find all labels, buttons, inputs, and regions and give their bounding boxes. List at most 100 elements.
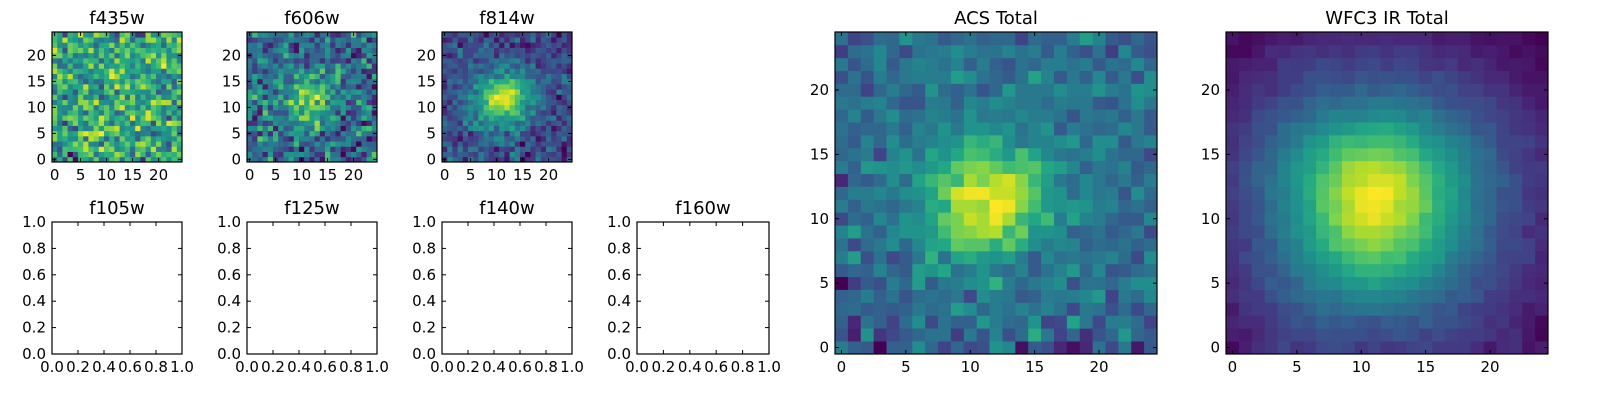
heatmap-cell [1341,44,1356,59]
heatmap-cell [1470,250,1484,265]
heatmap-cell [278,146,284,152]
heatmap-cell [1470,70,1484,84]
heatmap-cell [140,99,146,106]
heatmap-cell [72,32,79,38]
heatmap-cell [52,58,58,64]
heatmap-cell [119,78,126,85]
heatmap-cell [156,130,162,137]
heatmap-cell [452,104,458,111]
heatmap-cell [1367,341,1381,355]
heatmap-cell [1316,328,1330,342]
heatmap-cell [104,78,110,85]
heatmap-cell [319,130,326,137]
heatmap-cell [119,125,126,132]
heatmap-cell [171,42,178,48]
heatmap-cell [473,37,479,43]
heatmap-cell [88,63,94,69]
heatmap-cell [535,42,542,48]
heatmap-cell [478,146,484,152]
heatmap-cell [140,136,146,142]
heatmap-cell [1354,276,1369,290]
heatmap-cell [176,58,183,64]
heatmap-cell [1015,302,1029,316]
heatmap-cell [514,58,521,64]
heatmap-cell [78,68,84,74]
heatmap-cell [1380,173,1394,187]
heatmap-cell [1406,109,1420,123]
heatmap-cell [847,276,862,290]
heatmap-cell [62,99,68,106]
heatmap-cell [1444,57,1459,71]
heatmap-cell [299,78,305,85]
heatmap-cell [566,120,573,126]
heatmap-cell [546,89,552,95]
heatmap-cell [1015,250,1029,265]
heatmap-cell [504,146,510,152]
heatmap-cell [57,141,63,147]
heatmap-cell [473,68,479,74]
heatmap-cell [1380,186,1394,200]
heatmap-cell [57,37,63,43]
heatmap-cell [88,68,94,74]
heatmap-cell [525,32,531,38]
heatmap-cell [1238,186,1253,200]
heatmap-cell [1264,199,1278,213]
heatmap-cell [104,94,110,100]
heatmap-cell [52,37,58,43]
heatmap-cell [483,104,490,111]
heatmap-cell [267,58,274,64]
heatmap-cell [1406,147,1420,162]
heatmap-cell [1380,160,1394,175]
heatmap-cell [171,125,178,132]
heatmap-cell [504,63,510,69]
heatmap-cell [1015,289,1029,303]
heatmap-cell [873,96,887,110]
heatmap-cell [950,44,965,59]
heatmap-cell [83,146,89,152]
heatmap-cell [145,151,152,158]
heatmap-cell [267,115,274,121]
heatmap-cell [145,89,152,95]
heatmap-cell [561,73,568,80]
heatmap-cell [1316,225,1330,239]
heatmap-cell [938,109,952,123]
heatmap-cell [1354,135,1369,149]
heatmap-cell [1066,109,1081,123]
heatmap-cell [340,84,347,90]
heatmap-cell [247,58,253,64]
heatmap-cell [468,63,474,69]
heatmap-cell [1251,160,1265,175]
heatmap-cell [83,78,89,85]
heatmap-cell [1432,96,1446,110]
heatmap-cell [145,99,152,106]
heatmap-cell [109,47,115,54]
heatmap-cell [252,146,258,152]
heatmap-cell [267,37,274,43]
y-tick-label: 0 [426,150,436,168]
heatmap-cell [299,120,305,126]
heatmap-cell [1131,32,1145,46]
heatmap-cell [366,84,373,90]
heatmap-cell [1290,315,1304,329]
heatmap-cell [135,32,141,38]
heatmap-cell [283,78,289,85]
heatmap-cell [1457,225,1472,239]
heatmap-cell [452,78,458,85]
heatmap-cell [156,37,162,43]
heatmap-cell [1066,173,1081,187]
heatmap-cell [899,147,913,162]
heatmap-cell [1341,341,1356,355]
heatmap-cell [494,151,500,158]
heatmap-cell [1341,122,1356,136]
heatmap-cell [494,146,500,152]
heatmap-cell [1015,147,1029,162]
heatmap-cell [525,94,531,100]
heatmap-cell [1303,109,1317,123]
heatmap-cell [1028,122,1042,136]
heatmap-cell [119,130,126,137]
heatmap-cell [361,63,367,69]
heatmap-cell [330,84,336,90]
heatmap-cell [1522,238,1536,252]
heatmap-cell [1457,199,1472,213]
heatmap-cell [1329,212,1343,226]
